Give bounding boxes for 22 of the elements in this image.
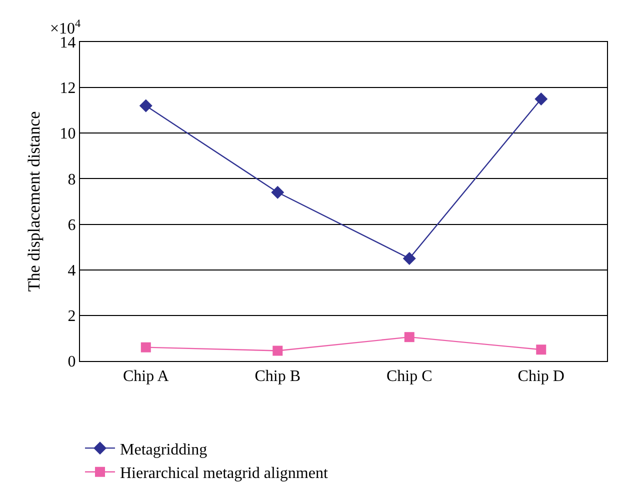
y-axis-title: The displacement distance: [24, 111, 44, 292]
point: [140, 342, 151, 352]
point: [139, 99, 152, 112]
y-tick-label: 12: [60, 80, 76, 98]
y-tick-label: 10: [60, 126, 76, 143]
x-tick-label: Chip C: [386, 368, 432, 386]
point: [271, 186, 284, 199]
y-tick-label: 2: [68, 308, 76, 326]
legend-label: Hierarchical metagrid alignment: [120, 465, 328, 482]
y-tick-label: 8: [68, 171, 76, 188]
point: [272, 346, 283, 356]
x-tick-label: Chip D: [518, 368, 564, 386]
y-tick-label: 4: [68, 262, 76, 280]
x-tick-label: Chip B: [254, 368, 301, 386]
y-tick-label: 6: [68, 216, 76, 234]
point: [404, 332, 414, 342]
point: [536, 344, 546, 355]
y-tick-label: 0: [68, 354, 76, 371]
point: [534, 92, 548, 106]
legend-label: Metagridding: [120, 441, 208, 458]
x-tick-label: Chip A: [122, 368, 170, 386]
point: [402, 252, 416, 265]
